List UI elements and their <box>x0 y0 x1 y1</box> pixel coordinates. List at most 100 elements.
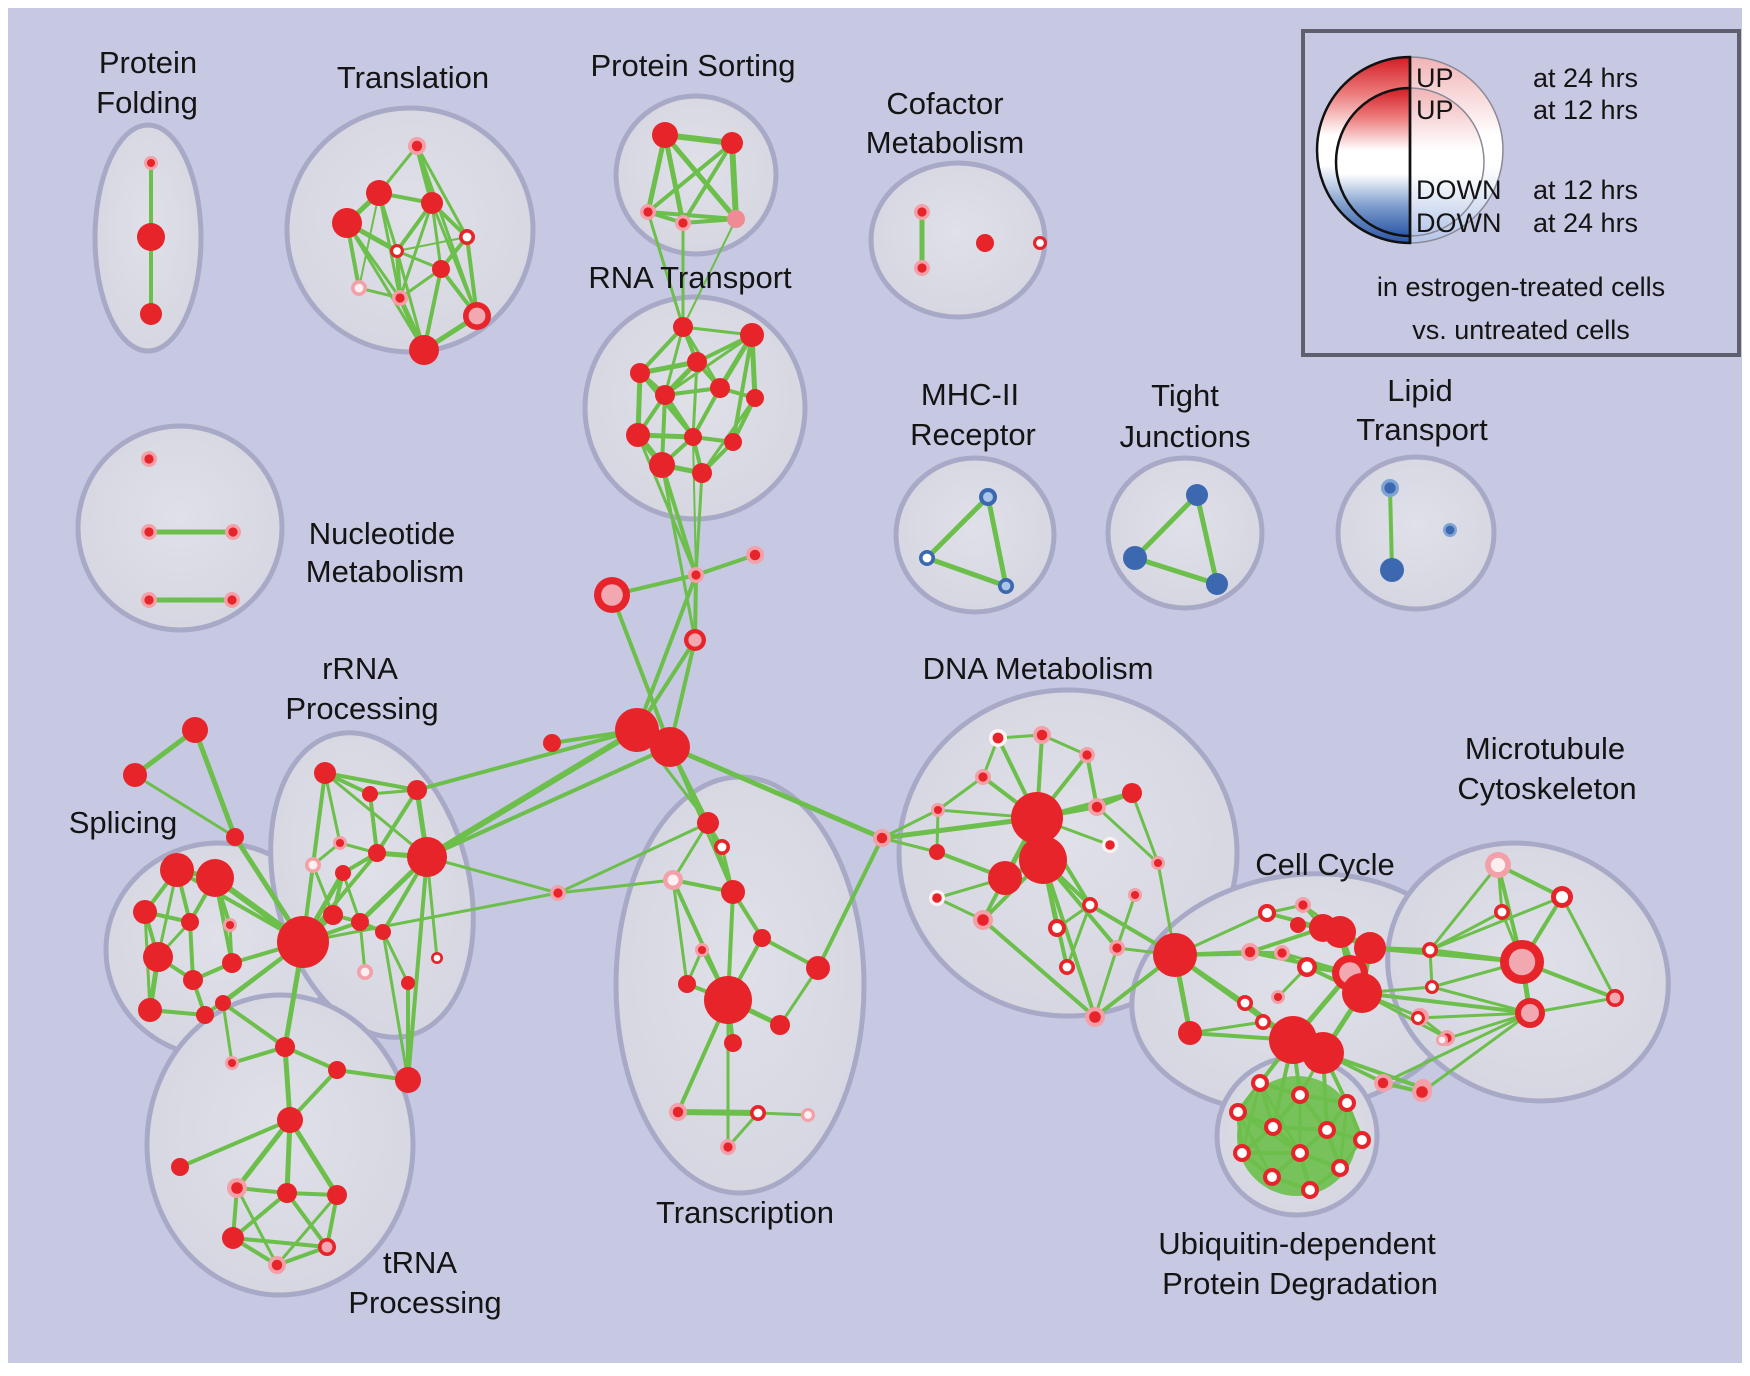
cluster-label-mhc-ii-receptor-line2: Receptor <box>910 417 1036 452</box>
node-rp-core <box>1273 992 1283 1002</box>
node-rw-core <box>393 247 401 255</box>
node-rp-core <box>231 1182 243 1194</box>
node-pw-core <box>354 283 364 293</box>
node-rp-core <box>672 1106 684 1118</box>
node-r <box>1153 933 1197 977</box>
node-rw-core <box>462 232 472 242</box>
legend-ring-glyph <box>1315 55 1504 245</box>
node-r <box>160 853 194 887</box>
node-r <box>988 861 1022 895</box>
node-rw-core <box>1237 1148 1247 1158</box>
network-edge <box>645 132 668 215</box>
network-edge <box>415 144 469 239</box>
network-edge <box>663 325 685 397</box>
node-r <box>1354 932 1386 964</box>
cluster-label-tight-junctions-line1: Tight <box>1151 378 1219 413</box>
node-rp-core <box>1130 890 1140 900</box>
node-r <box>226 828 244 846</box>
node-rp-core <box>697 945 707 955</box>
network-edge <box>671 821 710 882</box>
node-rp-core <box>1112 943 1122 953</box>
network-edge <box>682 218 737 328</box>
legend-down-12-time: at 12 hrs <box>1533 175 1638 205</box>
node-r <box>222 953 242 973</box>
node-r <box>395 1067 421 1093</box>
node-rw-core <box>433 954 441 962</box>
network-edge <box>1428 863 1500 952</box>
cluster-ellipse-mhc-ii-receptor <box>893 455 1057 615</box>
network-edge <box>221 1001 234 1065</box>
node-rp-core <box>1416 1086 1428 1098</box>
node-r <box>140 303 162 325</box>
node-rw-core <box>1255 1078 1265 1088</box>
node-r <box>929 844 945 860</box>
node-rk-core <box>321 1241 333 1253</box>
network-edge <box>675 1109 761 1116</box>
node-rw-core <box>1295 1148 1305 1158</box>
network-edge <box>1416 1011 1532 1020</box>
node-rp-core <box>411 140 423 152</box>
network-edge <box>381 930 410 985</box>
network-edge <box>816 836 884 970</box>
network-edge <box>662 132 686 226</box>
node-b <box>1123 546 1147 570</box>
node-pw-core <box>308 860 318 870</box>
node-bd-core <box>1445 525 1455 535</box>
node-b <box>1186 484 1208 506</box>
node-pw-core <box>360 967 370 977</box>
network-edge <box>1428 895 1564 952</box>
node-rp-core <box>1298 900 1308 910</box>
cluster-label-trna-processing-line1: tRNA <box>383 1245 457 1280</box>
cluster-label-protein-folding-line2: Folding <box>96 85 198 120</box>
node-rw-core <box>1414 1014 1422 1022</box>
node-r <box>143 942 173 972</box>
node-r <box>1342 973 1382 1013</box>
legend-caption-line2: vs. untreated cells <box>1412 315 1630 345</box>
node-rw-core <box>1295 1090 1305 1100</box>
node-rp-core <box>933 805 943 815</box>
cluster-ellipse-lipid-transport <box>1335 454 1497 612</box>
node-rp-core <box>1277 948 1287 958</box>
node-rp-core <box>917 263 927 273</box>
node-bd-core <box>1384 482 1396 494</box>
node-r <box>630 363 650 383</box>
network-edge <box>1188 1020 1265 1035</box>
node-r <box>697 812 719 834</box>
network-edge <box>406 855 429 1082</box>
cluster-label-cell-cycle-line1: Cell Cycle <box>1255 847 1395 882</box>
node-rw-core <box>1062 962 1072 972</box>
node-r <box>362 786 378 802</box>
cluster-label-mhc-ii-receptor-line1: MHC-II <box>921 377 1019 412</box>
network-edge <box>646 210 685 329</box>
node-rw-core <box>1428 983 1436 991</box>
network-edge <box>221 1001 287 1049</box>
network-edge <box>667 744 885 841</box>
node-r <box>323 905 343 925</box>
network-edge <box>323 771 429 859</box>
node-p <box>727 210 745 228</box>
network-edge <box>1065 903 1092 969</box>
node-rp-core <box>227 1058 237 1068</box>
network-edge <box>756 1111 810 1117</box>
cluster-ellipse-cofactor-metabolism <box>868 160 1048 320</box>
network-edge <box>1420 1011 1532 1094</box>
cluster-label-rrna-processing-line2: Processing <box>285 691 438 726</box>
network-edge <box>375 788 419 855</box>
node-r <box>976 234 994 252</box>
cluster-label-nucleotide-metabolism-line2: Metabolism <box>306 554 465 589</box>
node-r <box>375 924 391 940</box>
network-edge <box>610 593 672 749</box>
node-rw-core <box>1555 890 1569 904</box>
network-edge <box>981 918 1097 1019</box>
network-edge <box>671 878 689 986</box>
node-rp-core <box>1091 801 1103 813</box>
node-rw-core <box>1497 907 1507 917</box>
node-rp-core <box>271 1259 283 1271</box>
cluster-label-protein-sorting-line1: Protein Sorting <box>590 48 795 83</box>
node-r <box>196 1006 214 1024</box>
node-rk-core <box>688 633 702 647</box>
node-r <box>171 1158 189 1176</box>
node-rp-core <box>144 454 154 464</box>
node-r <box>181 913 199 931</box>
network-edge <box>638 325 685 375</box>
